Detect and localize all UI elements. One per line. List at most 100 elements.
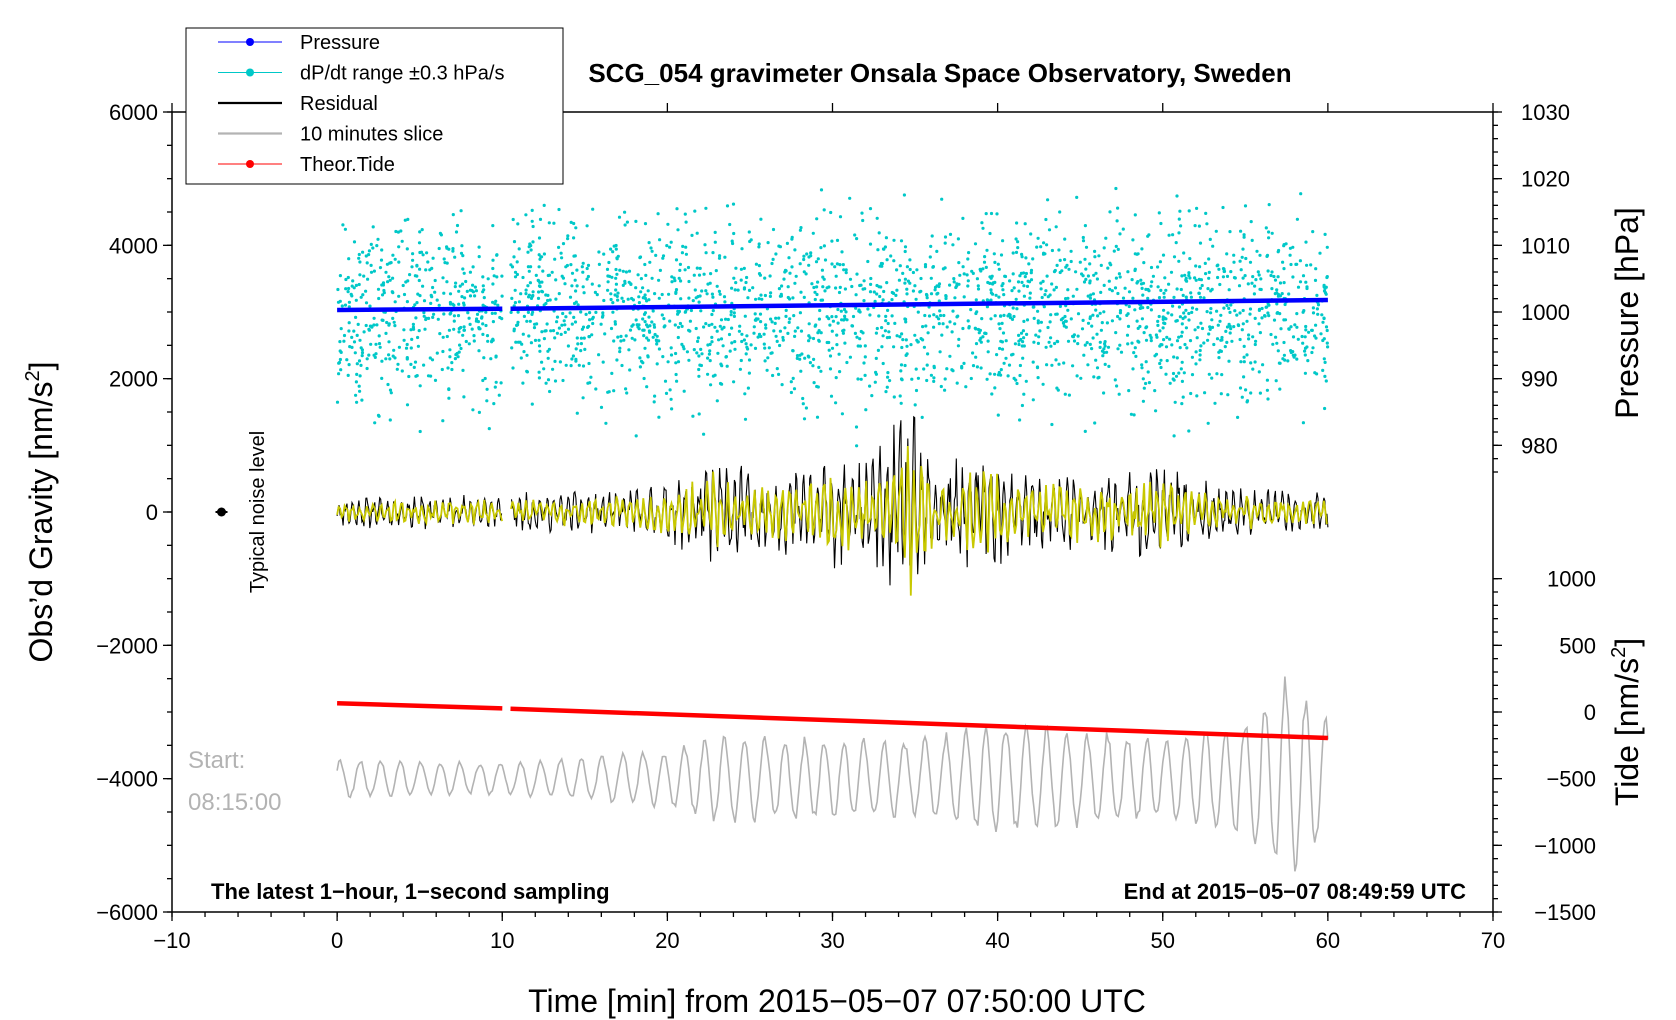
dpdt-point: [542, 303, 546, 307]
dpdt-point: [624, 270, 629, 274]
dpdt-point: [1098, 311, 1102, 315]
dpdt-point: [1193, 328, 1197, 332]
dpdt-point: [1181, 395, 1185, 399]
dpdt-point: [674, 372, 678, 377]
dpdt-point: [810, 282, 814, 286]
dpdt-point: [725, 204, 730, 208]
dpdt-point: [553, 257, 557, 261]
dpdt-point: [1210, 287, 1214, 291]
dpdt-point: [1157, 296, 1162, 300]
dpdt-point: [957, 261, 961, 265]
dpdt-point: [551, 367, 555, 371]
dpdt-point: [1022, 392, 1026, 396]
y-main-tick-label: 4000: [109, 233, 158, 258]
dpdt-point: [1242, 360, 1246, 364]
dpdt-point: [575, 284, 579, 288]
dpdt-point: [1045, 363, 1049, 367]
dpdt-point: [462, 271, 466, 275]
dpdt-point: [1132, 351, 1136, 355]
dpdt-point: [1187, 318, 1191, 322]
dpdt-point: [396, 230, 400, 234]
dpdt-point: [742, 286, 747, 290]
dpdt-point: [958, 273, 962, 277]
dpdt-point: [537, 279, 541, 283]
dpdt-point: [1272, 274, 1276, 279]
dpdt-point: [711, 295, 715, 299]
dpdt-point: [1255, 249, 1259, 253]
dpdt-point: [1159, 365, 1163, 370]
dpdt-point: [1267, 230, 1271, 234]
dpdt-point: [338, 357, 342, 362]
dpdt-point: [400, 239, 404, 243]
dpdt-point: [966, 284, 970, 288]
dpdt-point: [445, 245, 449, 249]
dpdt-point: [822, 244, 827, 248]
dpdt-point: [1088, 342, 1092, 346]
dpdt-point: [736, 288, 740, 292]
dpdt-point: [1266, 311, 1270, 315]
dpdt-point: [1046, 295, 1050, 299]
dpdt-point: [1127, 304, 1131, 309]
dpdt-point: [1112, 249, 1116, 253]
dpdt-point: [549, 329, 553, 333]
dpdt-point: [1270, 287, 1274, 291]
dpdt-point: [1323, 374, 1327, 378]
dpdt-point: [1050, 282, 1054, 286]
dpdt-point: [1198, 358, 1202, 362]
dpdt-point: [513, 270, 518, 274]
dpdt-point: [459, 209, 463, 213]
dpdt-point: [978, 267, 982, 271]
dpdt-point: [458, 343, 462, 347]
dpdt-point: [833, 265, 837, 269]
dpdt-point: [477, 410, 481, 414]
dpdt-point: [624, 387, 628, 391]
dpdt-point: [516, 310, 520, 314]
dpdt-point: [337, 360, 342, 365]
dpdt-point: [807, 255, 811, 259]
dpdt-point: [454, 230, 459, 234]
dpdt-point: [905, 265, 910, 269]
dpdt-point: [742, 338, 747, 342]
dpdt-point: [575, 336, 579, 340]
dpdt-point: [460, 244, 464, 248]
dpdt-point: [680, 342, 684, 346]
dpdt-point: [1264, 226, 1268, 230]
dpdt-point: [1133, 213, 1137, 217]
dpdt-point: [647, 298, 651, 302]
dpdt-point: [933, 288, 937, 292]
dpdt-point: [491, 266, 495, 271]
dpdt-point: [1199, 344, 1203, 348]
dpdt-point: [700, 352, 704, 356]
dpdt-point: [777, 316, 781, 320]
dpdt-point: [1129, 412, 1133, 416]
dpdt-point: [525, 319, 529, 323]
dpdt-point: [696, 295, 700, 299]
dpdt-point: [733, 340, 737, 344]
dpdt-point: [513, 301, 518, 305]
dpdt-point: [544, 381, 548, 385]
dpdt-point: [1076, 312, 1081, 316]
dpdt-point: [543, 329, 547, 333]
dpdt-point: [421, 253, 425, 257]
dpdt-point: [1236, 415, 1240, 419]
dpdt-point: [1180, 379, 1184, 383]
dpdt-point: [1069, 249, 1073, 253]
dpdt-point: [569, 220, 573, 224]
dpdt-point: [695, 266, 699, 270]
dpdt-point: [1257, 307, 1262, 311]
dpdt-point: [1102, 351, 1106, 355]
dpdt-point: [801, 402, 805, 406]
dpdt-point: [1240, 328, 1244, 332]
dpdt-point: [457, 289, 461, 293]
dpdt-point: [848, 355, 853, 359]
dpdt-point: [1103, 344, 1107, 348]
dpdt-point: [1220, 373, 1224, 377]
dpdt-point: [937, 284, 941, 289]
dpdt-point: [932, 325, 936, 329]
dpdt-point: [719, 318, 724, 322]
dpdt-point: [420, 228, 424, 232]
dpdt-point: [670, 280, 674, 284]
dpdt-point: [537, 376, 542, 380]
dpdt-point: [637, 295, 641, 299]
